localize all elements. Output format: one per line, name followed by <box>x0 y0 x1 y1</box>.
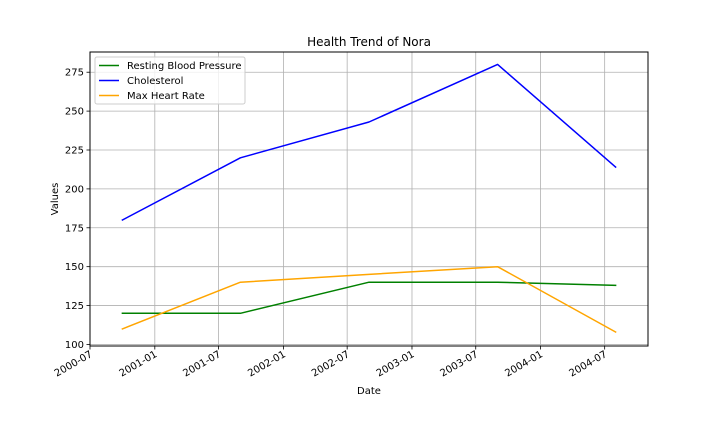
y-tick-label: 275 <box>65 68 84 79</box>
x-tick-label: 2004-01 <box>503 349 545 379</box>
legend-label-1: Cholesterol <box>127 76 183 87</box>
x-tick-label: 2003-07 <box>439 349 481 379</box>
x-tick-label: 2002-01 <box>246 349 288 379</box>
x-tick-label: 2000-07 <box>53 349 95 379</box>
x-tick-label: 2004-07 <box>567 349 609 379</box>
x-tick-label: 2003-01 <box>375 349 417 379</box>
legend-label-2: Max Heart Rate <box>127 91 205 102</box>
series-line-0 <box>121 281 617 315</box>
legend-box <box>94 56 246 105</box>
y-tick-label: 125 <box>65 301 84 312</box>
plot-frame <box>89 51 649 347</box>
chart-title: Health Trend of Nora <box>307 35 431 49</box>
y-tick-label: 200 <box>65 184 84 195</box>
x-axis: 2000-07 2001-01 2001-07 2002-01 2002-07 2003-… <box>53 346 609 379</box>
x-tick-label: 2001-01 <box>118 349 160 379</box>
series-layer <box>121 63 617 334</box>
y-tick-label: 175 <box>65 223 84 234</box>
y-tick-label: 150 <box>65 262 84 273</box>
legend: Resting Blood Pressure Cholesterol Max Hea… <box>94 56 246 105</box>
series-line-1 <box>121 63 617 222</box>
y-tick-label: 100 <box>65 340 84 351</box>
legend-label-0: Resting Blood Pressure <box>127 61 242 72</box>
y-axis: 100 125 150 175 200 225 250 275 <box>65 68 90 351</box>
x-tick-label: 2002-07 <box>310 349 352 379</box>
x-tick-label: 2001-07 <box>181 349 223 379</box>
y-tick-label: 225 <box>65 146 84 157</box>
series-line-2 <box>121 265 617 334</box>
y-tick-label: 250 <box>65 107 84 118</box>
x-axis-label: Date <box>357 386 381 397</box>
y-axis-label: Values <box>50 183 61 216</box>
